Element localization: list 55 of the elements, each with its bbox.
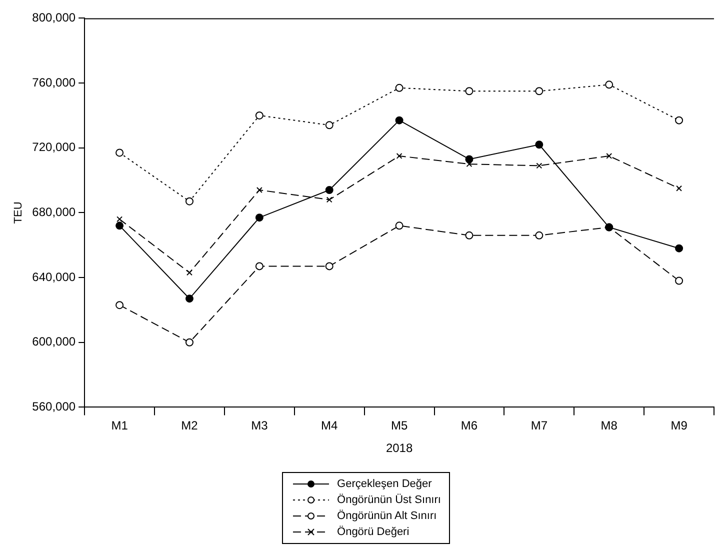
x-axis-title: 2018 [386,441,413,456]
y-tick-label: 800,000 [32,10,76,25]
point [325,186,334,194]
point [606,152,612,159]
point [186,270,192,276]
point [185,294,194,303]
point [395,116,404,124]
point [535,87,544,96]
y-tick-label: 560,000 [32,400,76,414]
point [535,231,544,240]
legend-label: Öngörünün Alt Sınırı [337,510,437,522]
legend-label: Öngörünün Üst Sınırı [337,494,441,506]
point [395,84,404,92]
point [116,148,124,157]
point [116,301,124,310]
point [116,222,124,230]
y-axis-title: TEU [12,202,25,224]
point [185,338,194,346]
point [465,231,474,240]
point [465,87,474,96]
legend-label: Öngörü Değeri [337,526,410,538]
point [395,222,404,230]
x-tick-label: M1 [111,418,128,433]
y-tick-label: 720,000 [32,140,76,154]
point [605,80,614,89]
point [256,187,262,193]
point [326,196,332,203]
point [255,214,264,222]
y-tick-label: 680,000 [32,205,76,220]
x-tick-label: M4 [321,418,338,433]
point [676,185,682,192]
y-tick-label: 760,000 [32,75,76,90]
x-tick-label: M5 [390,418,408,433]
x-tick-label: M7 [530,418,548,433]
y-tick-label: 640,000 [32,270,76,284]
point [675,244,684,252]
point [675,276,684,285]
point [325,121,334,130]
legend-label: Gerçekleşen Değer [337,478,432,490]
point [675,116,684,124]
x-tick-label: M2 [181,418,198,433]
point [255,262,264,270]
point [465,155,474,164]
point [396,152,402,159]
point [255,111,264,120]
point [325,262,334,270]
x-tick-label: M8 [600,418,618,433]
x-tick-label: M6 [460,418,478,433]
x-tick-label: M3 [251,418,268,433]
y-tick-label: 600,000 [32,334,76,349]
point [185,197,194,206]
point [535,140,544,149]
x-tick-label: M9 [670,418,688,433]
point [536,162,542,169]
point [116,216,123,222]
